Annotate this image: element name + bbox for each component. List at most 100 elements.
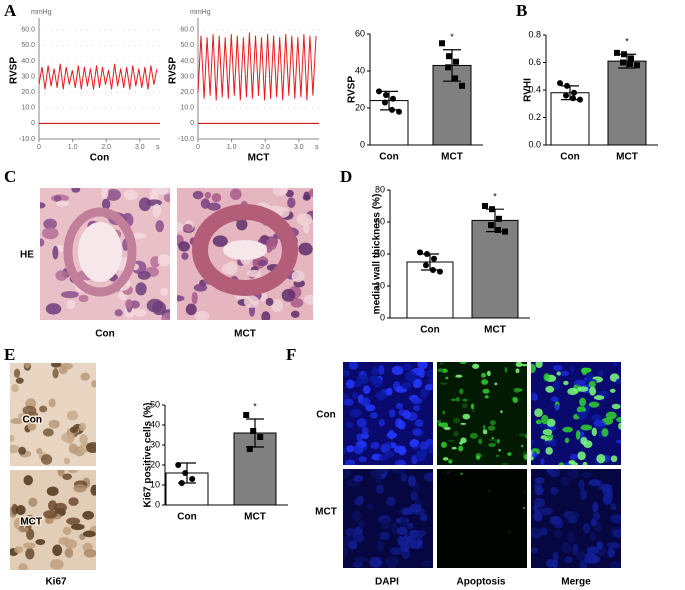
cell xyxy=(540,458,545,465)
cell xyxy=(560,370,570,377)
row-label: MCT xyxy=(20,517,42,528)
cell xyxy=(193,283,208,292)
y-tick-label: 20 xyxy=(375,280,385,290)
cell xyxy=(369,469,381,478)
cell xyxy=(83,549,96,558)
cell xyxy=(53,502,68,513)
cell xyxy=(469,432,478,439)
cell xyxy=(369,556,383,568)
y-tick-label: 0 xyxy=(155,499,160,509)
cell xyxy=(610,514,621,524)
cell xyxy=(386,496,396,507)
cell xyxy=(546,433,554,439)
tile xyxy=(343,362,433,465)
cell xyxy=(211,193,222,203)
cell xyxy=(91,380,96,388)
cell xyxy=(616,416,621,423)
data-point xyxy=(246,446,253,452)
cell xyxy=(18,446,26,455)
cell xyxy=(607,547,615,558)
cell xyxy=(406,522,414,529)
cell xyxy=(265,297,274,306)
cell xyxy=(589,386,597,396)
cell xyxy=(79,422,86,432)
cell xyxy=(67,470,78,474)
cell xyxy=(602,493,613,505)
cell xyxy=(564,437,570,444)
cell xyxy=(23,515,36,526)
x-tick-label: 3.0 xyxy=(135,144,145,151)
micrograph xyxy=(531,469,621,568)
tile xyxy=(437,362,527,465)
cell xyxy=(561,541,572,554)
x-axis-title: MCT xyxy=(248,153,270,164)
cell xyxy=(157,254,170,267)
cell xyxy=(346,445,355,453)
cell xyxy=(351,391,359,399)
cell xyxy=(419,441,428,451)
cell xyxy=(569,453,578,460)
data-point xyxy=(189,476,196,482)
cell xyxy=(291,270,305,283)
cell xyxy=(523,490,527,494)
cell xyxy=(472,363,480,369)
cell xyxy=(520,363,527,367)
y-tick-label: 0 xyxy=(190,120,194,127)
cell xyxy=(236,218,248,231)
data-point xyxy=(424,251,430,257)
cell xyxy=(375,390,387,401)
cell xyxy=(378,418,385,427)
cell xyxy=(90,484,96,496)
cell xyxy=(531,439,535,446)
cell xyxy=(66,517,81,525)
cell xyxy=(181,252,189,260)
cell xyxy=(265,246,272,253)
cell xyxy=(460,422,467,425)
row-label: HE xyxy=(20,250,34,261)
cell xyxy=(64,539,78,550)
cell xyxy=(460,472,464,475)
caption: Con xyxy=(95,329,114,340)
cell xyxy=(451,446,457,450)
data-point xyxy=(563,92,569,99)
data-point xyxy=(243,412,250,418)
cell xyxy=(13,368,21,378)
cell xyxy=(579,559,588,568)
cell xyxy=(534,477,545,484)
cell xyxy=(531,363,536,374)
data-point xyxy=(430,267,436,273)
cell xyxy=(440,422,449,428)
panel-label: A xyxy=(4,1,17,20)
cell xyxy=(343,369,350,377)
y-tick-label: 40 xyxy=(375,248,385,258)
cell xyxy=(39,405,48,413)
data-point xyxy=(634,62,640,69)
cell xyxy=(459,388,464,395)
cell xyxy=(552,558,559,568)
cell xyxy=(386,387,393,396)
cell xyxy=(54,195,62,202)
cell xyxy=(415,532,423,540)
cell xyxy=(532,451,538,459)
bar xyxy=(471,219,519,319)
cell xyxy=(82,530,96,538)
cell xyxy=(194,310,210,320)
cell xyxy=(343,398,354,406)
cell xyxy=(410,491,419,501)
panel-label: F xyxy=(286,345,296,364)
y-tick-label: 40 xyxy=(150,419,160,429)
y-tick-label: 30 xyxy=(150,439,160,449)
cell xyxy=(46,486,59,497)
data-point xyxy=(431,255,437,262)
cell xyxy=(416,538,423,546)
y-unit: mmHg xyxy=(31,9,52,16)
bar xyxy=(369,100,409,146)
cell xyxy=(396,526,408,536)
cell xyxy=(494,382,498,386)
cell xyxy=(123,190,138,201)
cell xyxy=(35,538,46,546)
cell xyxy=(448,459,453,464)
data-point xyxy=(502,228,508,235)
cell xyxy=(567,387,579,396)
cell xyxy=(86,442,96,453)
